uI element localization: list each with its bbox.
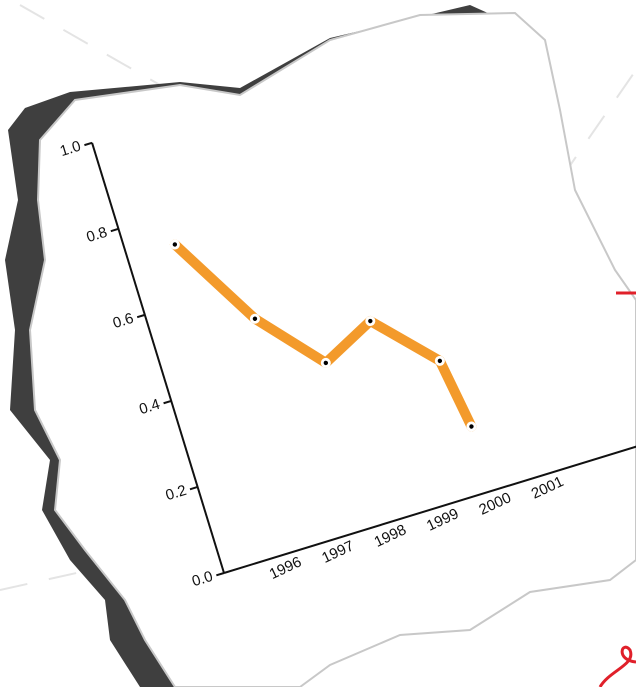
screen: 0.00.20.40.60.81.01996199719981999200020… [0,0,636,687]
red-swirl [600,647,636,687]
